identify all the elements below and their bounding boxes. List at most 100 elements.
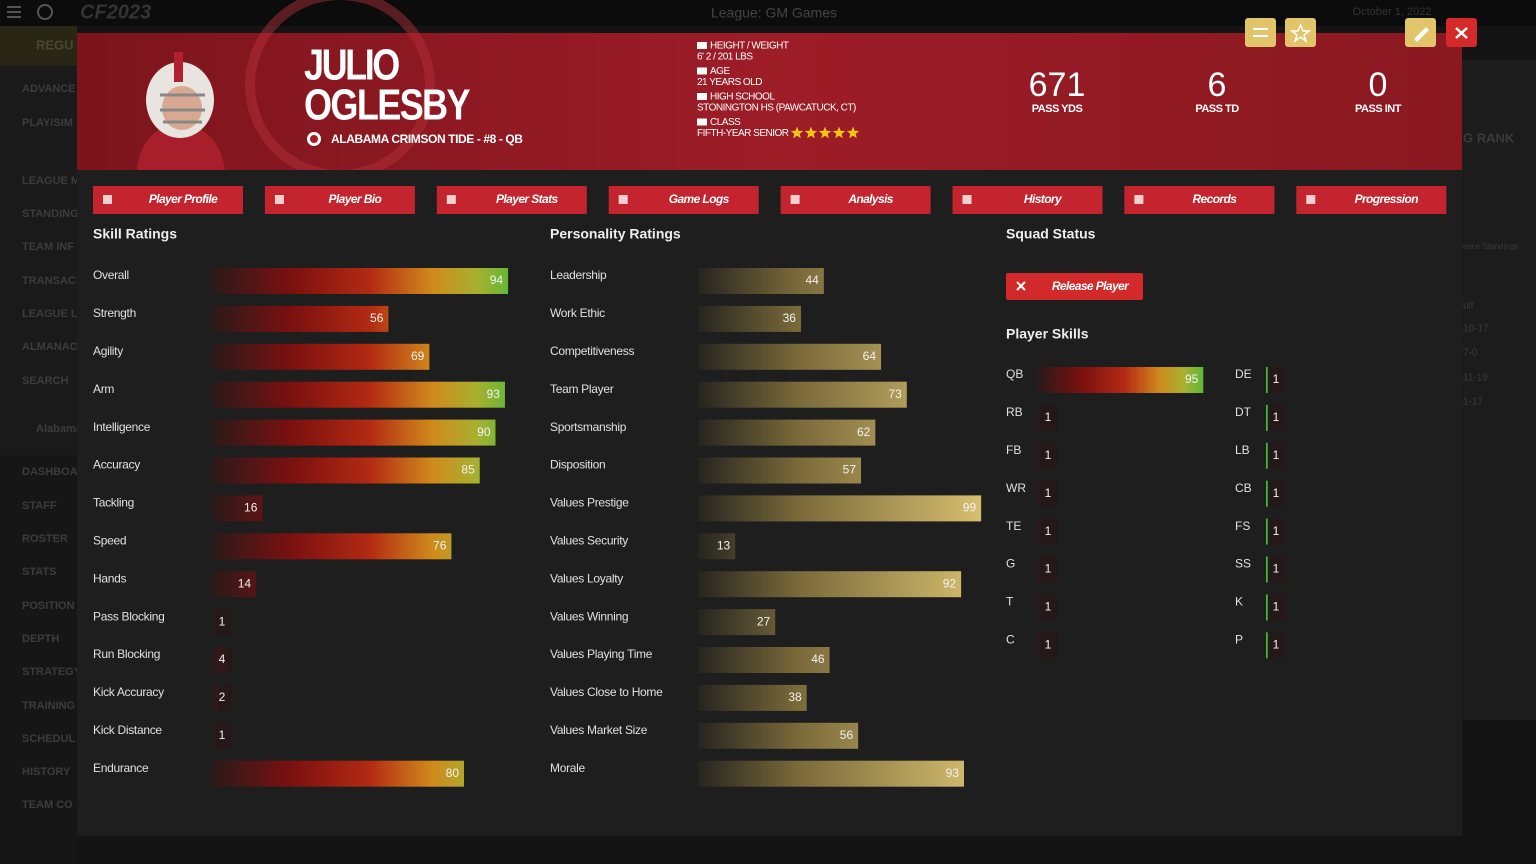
rating-value: 1 xyxy=(219,728,226,742)
compare-button[interactable] xyxy=(1245,18,1276,47)
section-title: Player Skills xyxy=(1006,326,1089,342)
position-bar xyxy=(1266,480,1268,507)
rating-slot xyxy=(212,722,232,749)
right-panel-text: 11-19 xyxy=(1463,373,1488,384)
info-label: HIGH SCHOOL xyxy=(710,92,775,103)
rating-slot xyxy=(1266,480,1286,507)
sidebar-item: STAFF xyxy=(22,500,57,512)
tab-icon xyxy=(1306,195,1316,204)
tab-button[interactable] xyxy=(780,186,931,214)
tab-button[interactable] xyxy=(952,186,1103,214)
position-value: 1 xyxy=(1273,486,1280,500)
window-icons xyxy=(7,4,53,20)
section-title: Personality Ratings xyxy=(550,226,681,242)
rating-value: 56 xyxy=(840,728,854,742)
tab-button[interactable] xyxy=(436,186,587,214)
rating-name: Leadership xyxy=(550,268,607,282)
rating-bar xyxy=(212,343,430,370)
sidebar-item: TEAM CO xyxy=(22,799,73,811)
team-icon-inner xyxy=(310,135,318,143)
tab-button[interactable] xyxy=(1296,186,1447,214)
tab-label: Analysis xyxy=(847,192,893,206)
position-bar xyxy=(1038,480,1040,507)
back-icon[interactable] xyxy=(37,4,53,20)
rating-bar xyxy=(698,571,962,598)
right-panel xyxy=(1462,60,1536,720)
sidebar-item: ADVANCE xyxy=(22,83,76,95)
rating-name: Run Blocking xyxy=(93,647,160,661)
sidebar-item: STRATEGY xyxy=(22,666,82,678)
right-panel-text: ult xyxy=(1463,301,1474,312)
menu-icon[interactable] xyxy=(7,6,21,8)
rating-bar xyxy=(698,760,964,787)
sidebar-item: SCHEDUL xyxy=(22,733,75,745)
rating-bar xyxy=(698,722,859,749)
position-value: 1 xyxy=(1045,637,1052,651)
rating-name: Sportsmanship xyxy=(550,420,627,434)
position-value: 1 xyxy=(1273,372,1280,386)
tab-button[interactable] xyxy=(1124,186,1275,214)
position-bar xyxy=(1266,404,1268,431)
rating-value: 2 xyxy=(219,690,226,704)
tab-label: Player Bio xyxy=(329,192,382,206)
rating-bar xyxy=(698,268,824,294)
position-value: 1 xyxy=(1273,524,1280,538)
rating-name: Agility xyxy=(93,344,123,358)
rating-bar xyxy=(212,381,505,408)
tab-button[interactable] xyxy=(93,186,243,214)
rating-name: Speed xyxy=(93,533,126,547)
position-bar xyxy=(1266,594,1268,621)
rating-name: Strength xyxy=(93,306,136,320)
rating-value: 92 xyxy=(943,576,957,590)
rating-bar xyxy=(698,495,982,522)
position-name: LB xyxy=(1235,443,1250,457)
right-panel-text: 10-17 xyxy=(1463,324,1489,335)
menu-icon-line xyxy=(7,16,21,18)
section-title: Squad Status xyxy=(1006,226,1096,242)
info-icon xyxy=(697,118,707,126)
rating-value: 27 xyxy=(757,614,771,628)
tab-icon xyxy=(790,195,800,204)
class-star xyxy=(818,126,832,139)
team-line: ALABAMA CRIMSON TIDE - #8 - QB xyxy=(331,132,523,146)
sidebar-item: TRANSAC xyxy=(22,275,76,287)
info-label: HEIGHT / WEIGHT xyxy=(710,41,789,52)
sidebar-item: SEARCH xyxy=(22,375,69,387)
position-bar xyxy=(1266,556,1268,583)
sidebar-item: STANDING xyxy=(22,208,79,220)
rating-value: 14 xyxy=(238,576,252,590)
rating-value: 76 xyxy=(433,538,447,552)
rating-slot xyxy=(1038,632,1058,659)
rating-slot xyxy=(1266,367,1286,393)
sidebar-item: Alabama xyxy=(36,423,83,435)
rating-name: Values Market Size xyxy=(550,723,648,737)
rating-bar xyxy=(212,609,216,636)
position-name: T xyxy=(1006,595,1014,609)
rating-name: Values Prestige xyxy=(550,496,629,510)
rating-slot xyxy=(1266,404,1286,431)
info-label: AGE xyxy=(710,66,730,77)
rating-bar xyxy=(212,457,480,484)
compare-icon xyxy=(1253,28,1268,37)
date: October 1, 2022 xyxy=(1353,6,1432,18)
info-value: 21 YEARS OLD xyxy=(697,77,762,88)
stat-value: 6 xyxy=(1208,66,1227,104)
sidebar-item: POSITION xyxy=(22,600,75,612)
rating-slot xyxy=(1266,556,1286,583)
header-buttons xyxy=(1245,18,1477,47)
rating-value: 1 xyxy=(219,614,226,628)
sidebar-item: PLAY/SIM xyxy=(22,117,73,129)
tab-icon xyxy=(103,195,112,204)
position-bar xyxy=(1266,367,1268,393)
tab-button[interactable] xyxy=(608,186,759,214)
tab-button[interactable] xyxy=(264,186,415,214)
stat-value: 0 xyxy=(1369,66,1388,104)
rating-name: Pass Blocking xyxy=(93,609,164,623)
release-button[interactable] xyxy=(1006,273,1143,300)
position-name: SS xyxy=(1235,557,1251,571)
position-value: 1 xyxy=(1045,562,1052,576)
right-panel-text: 1-17 xyxy=(1463,397,1483,408)
sidebar-lower xyxy=(0,455,77,864)
favorite-button[interactable] xyxy=(1285,18,1316,47)
rating-name: Tackling xyxy=(93,496,134,510)
